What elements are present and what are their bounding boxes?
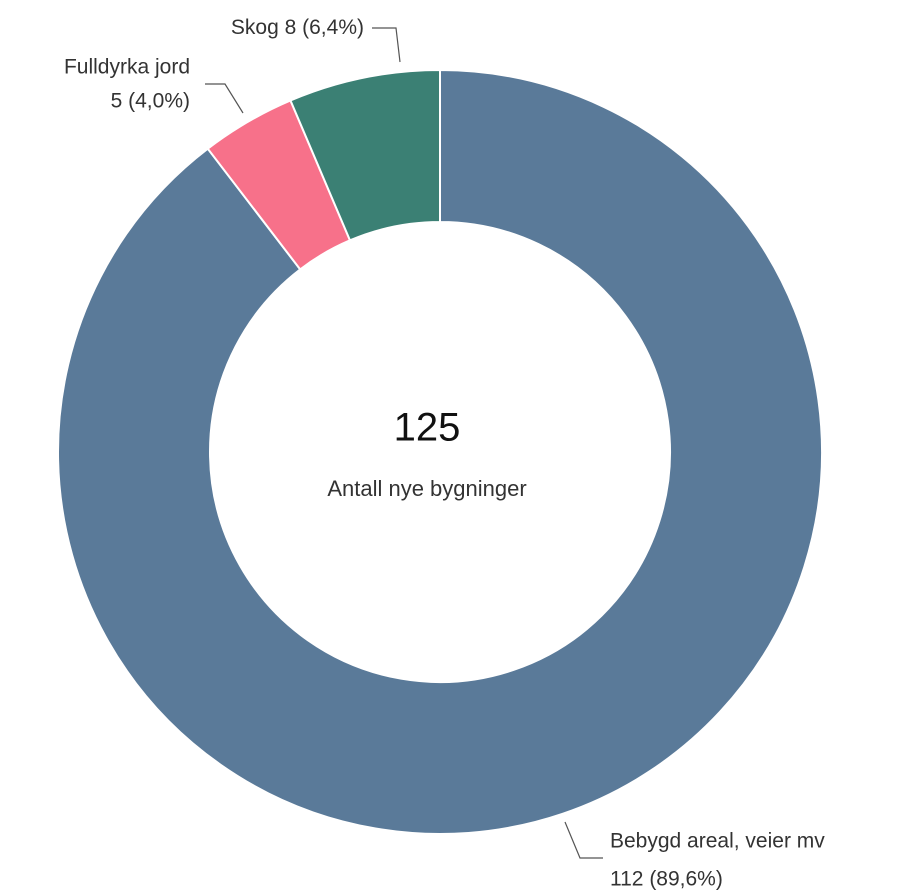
center-label: Antall nye bygninger <box>327 476 526 501</box>
leader-line <box>564 821 603 859</box>
slice-label: Fulldyrka jord <box>64 56 190 79</box>
leader-line <box>372 27 401 63</box>
slice-label: Skog 8 (6,4%) <box>231 16 364 39</box>
slice-label: Bebygd areal, veier mv <box>610 830 825 853</box>
leader-line <box>205 83 244 114</box>
slices <box>57 68 823 835</box>
center-value: 125 <box>394 406 461 450</box>
donut-slice <box>57 68 823 835</box>
slice-value-label: 5 (4,0%) <box>111 90 190 113</box>
donut-slice <box>289 68 441 242</box>
slice-name: Skog <box>231 16 279 39</box>
slice-value-label: 8 (6,4%) <box>285 16 364 39</box>
slice-value-label: 112 (89,6%) <box>610 868 723 891</box>
